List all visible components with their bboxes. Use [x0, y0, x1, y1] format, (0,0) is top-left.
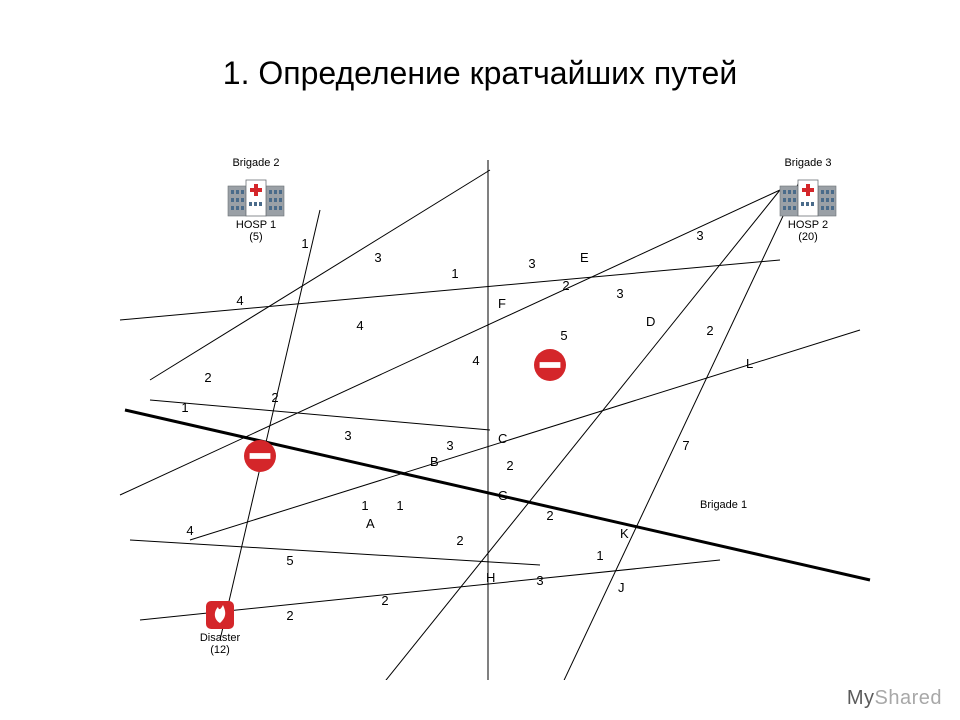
node-label: C — [498, 431, 507, 446]
edge-weight: 2 — [271, 390, 278, 405]
edge-weight: 2 — [381, 593, 388, 608]
edge-weight: 3 — [616, 286, 623, 301]
edge-weight: 3 — [446, 438, 453, 453]
road-line — [190, 330, 860, 540]
edge-weight: 1 — [301, 236, 308, 251]
brigade-label: Brigade 2 — [232, 157, 279, 169]
edge-weight: 2 — [456, 533, 463, 548]
node-label: J — [618, 580, 625, 595]
node-label: D — [646, 314, 655, 329]
node-label: A — [366, 516, 375, 531]
edge-weight: 3 — [374, 250, 381, 265]
watermark-a: My — [847, 687, 875, 709]
edge-weight: 2 — [546, 508, 553, 523]
node-label: B — [430, 454, 439, 469]
road-line — [370, 190, 780, 680]
edge-weight: 1 — [396, 498, 403, 513]
edge-weight: 3 — [528, 256, 535, 271]
node-label: H — [486, 570, 495, 585]
node-label: G — [498, 488, 508, 503]
brigade-label: Brigade 1 — [700, 499, 747, 511]
watermark: MyShared — [847, 687, 942, 710]
node-label: K — [620, 526, 629, 541]
no-entry-icon — [534, 349, 566, 381]
node-label: F — [498, 296, 506, 311]
road-line — [150, 400, 490, 430]
no-entry-icon — [244, 440, 276, 472]
hospital-label: HOSP 2 — [788, 219, 828, 231]
edge-weight: 4 — [356, 318, 363, 333]
hospital-icon: Brigade 3 HOSP 2(20) — [780, 157, 836, 243]
edge-weight: 7 — [682, 438, 689, 453]
road-line — [220, 210, 320, 640]
edge-weight: 1 — [451, 266, 458, 281]
hospital-icon: Brigade 2 HOSP 1(5) — [228, 157, 284, 243]
slide-title: 1. Определение кратчайших путей — [0, 55, 960, 92]
edge-weight: 1 — [596, 548, 603, 563]
disaster-count: (12) — [210, 644, 230, 656]
edge-weight: 2 — [706, 323, 713, 338]
edge-weight: 2 — [506, 458, 513, 473]
edge-weight: 4 — [472, 353, 479, 368]
edge-weight: 4 — [236, 293, 243, 308]
edge-weight: 2 — [286, 608, 293, 623]
edge-weight: 5 — [286, 553, 293, 568]
road-line — [120, 260, 780, 320]
hospital-capacity: (5) — [249, 231, 262, 243]
edge-weight: 5 — [560, 328, 567, 343]
watermark-b: Shared — [875, 687, 943, 709]
edge-weight: 2 — [204, 370, 211, 385]
title-text: 1. Определение кратчайших путей — [223, 55, 737, 91]
disaster-label: Disaster — [200, 632, 241, 644]
edge-weight: 1 — [361, 498, 368, 513]
edge-weight: 3 — [536, 573, 543, 588]
node-label: L — [746, 356, 753, 371]
hospital-capacity: (20) — [798, 231, 818, 243]
edge-weight: 2 — [562, 278, 569, 293]
node-label: E — [580, 250, 589, 265]
edge-weight: 1 — [181, 400, 188, 415]
brigade-label: Brigade 3 — [784, 157, 831, 169]
edge-weight: 4 — [186, 523, 193, 538]
road-line — [130, 540, 540, 565]
road-line — [150, 170, 490, 380]
diagram-canvas: 1 3 1 3 3 4 4 2 3 4 5 2 2 2 1 3 3 2 7 4 1 1 2 2 5 1 2 2 3 A B C D E F G H J K L… — [80, 140, 880, 680]
hospital-label: HOSP 1 — [236, 219, 276, 231]
disaster-icon: Disaster(12) — [200, 601, 241, 656]
edge-weight: 3 — [696, 228, 703, 243]
edge-weight: 3 — [344, 428, 351, 443]
